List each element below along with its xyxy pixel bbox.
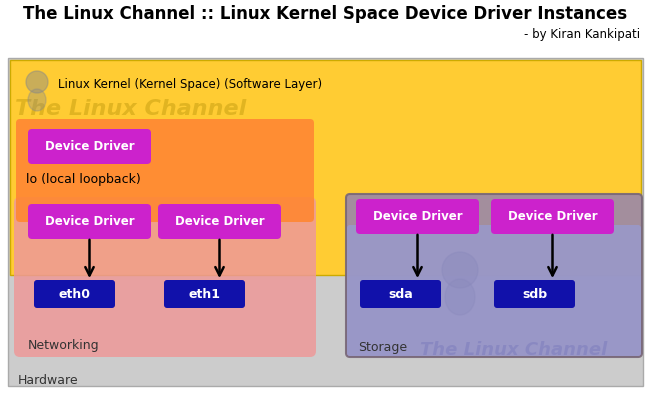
FancyBboxPatch shape [346,194,642,357]
Text: Hardware: Hardware [18,374,79,387]
Ellipse shape [445,279,475,315]
Text: Device Driver: Device Driver [174,215,264,228]
Text: eth0: eth0 [59,287,90,301]
Text: Device Driver: Device Driver [372,210,462,223]
Text: Device Driver: Device Driver [45,140,134,153]
Text: - by Kiran Kankipati: - by Kiran Kankipati [524,28,640,41]
FancyBboxPatch shape [16,119,314,222]
Text: sda: sda [388,287,413,301]
Ellipse shape [28,89,46,111]
FancyBboxPatch shape [158,204,281,239]
Circle shape [26,71,48,93]
FancyBboxPatch shape [14,197,316,357]
Text: Networking: Networking [28,339,100,352]
Text: The Linux Channel: The Linux Channel [15,99,246,119]
FancyBboxPatch shape [34,280,115,308]
FancyBboxPatch shape [28,129,151,164]
Text: The Linux Channel :: Linux Kernel Space Device Driver Instances: The Linux Channel :: Linux Kernel Space … [23,5,627,23]
Text: The Linux Channel: The Linux Channel [420,341,607,359]
Bar [10,60,641,275]
FancyBboxPatch shape [360,280,441,308]
Text: Device Driver: Device Driver [45,215,134,228]
Text: lo (local loopback): lo (local loopback) [26,173,141,186]
Text: Linux Kernel (Kernel Space) (Software Layer): Linux Kernel (Kernel Space) (Software La… [58,78,322,91]
Circle shape [442,252,478,288]
Text: Storage: Storage [358,341,407,354]
FancyBboxPatch shape [491,199,614,234]
FancyBboxPatch shape [164,280,245,308]
Bar [8,58,643,386]
FancyBboxPatch shape [347,225,641,356]
Text: eth1: eth1 [189,287,221,301]
FancyBboxPatch shape [356,199,479,234]
Text: Device Driver: Device Driver [508,210,598,223]
Text: sdb: sdb [522,287,547,301]
FancyBboxPatch shape [494,280,575,308]
FancyBboxPatch shape [28,204,151,239]
